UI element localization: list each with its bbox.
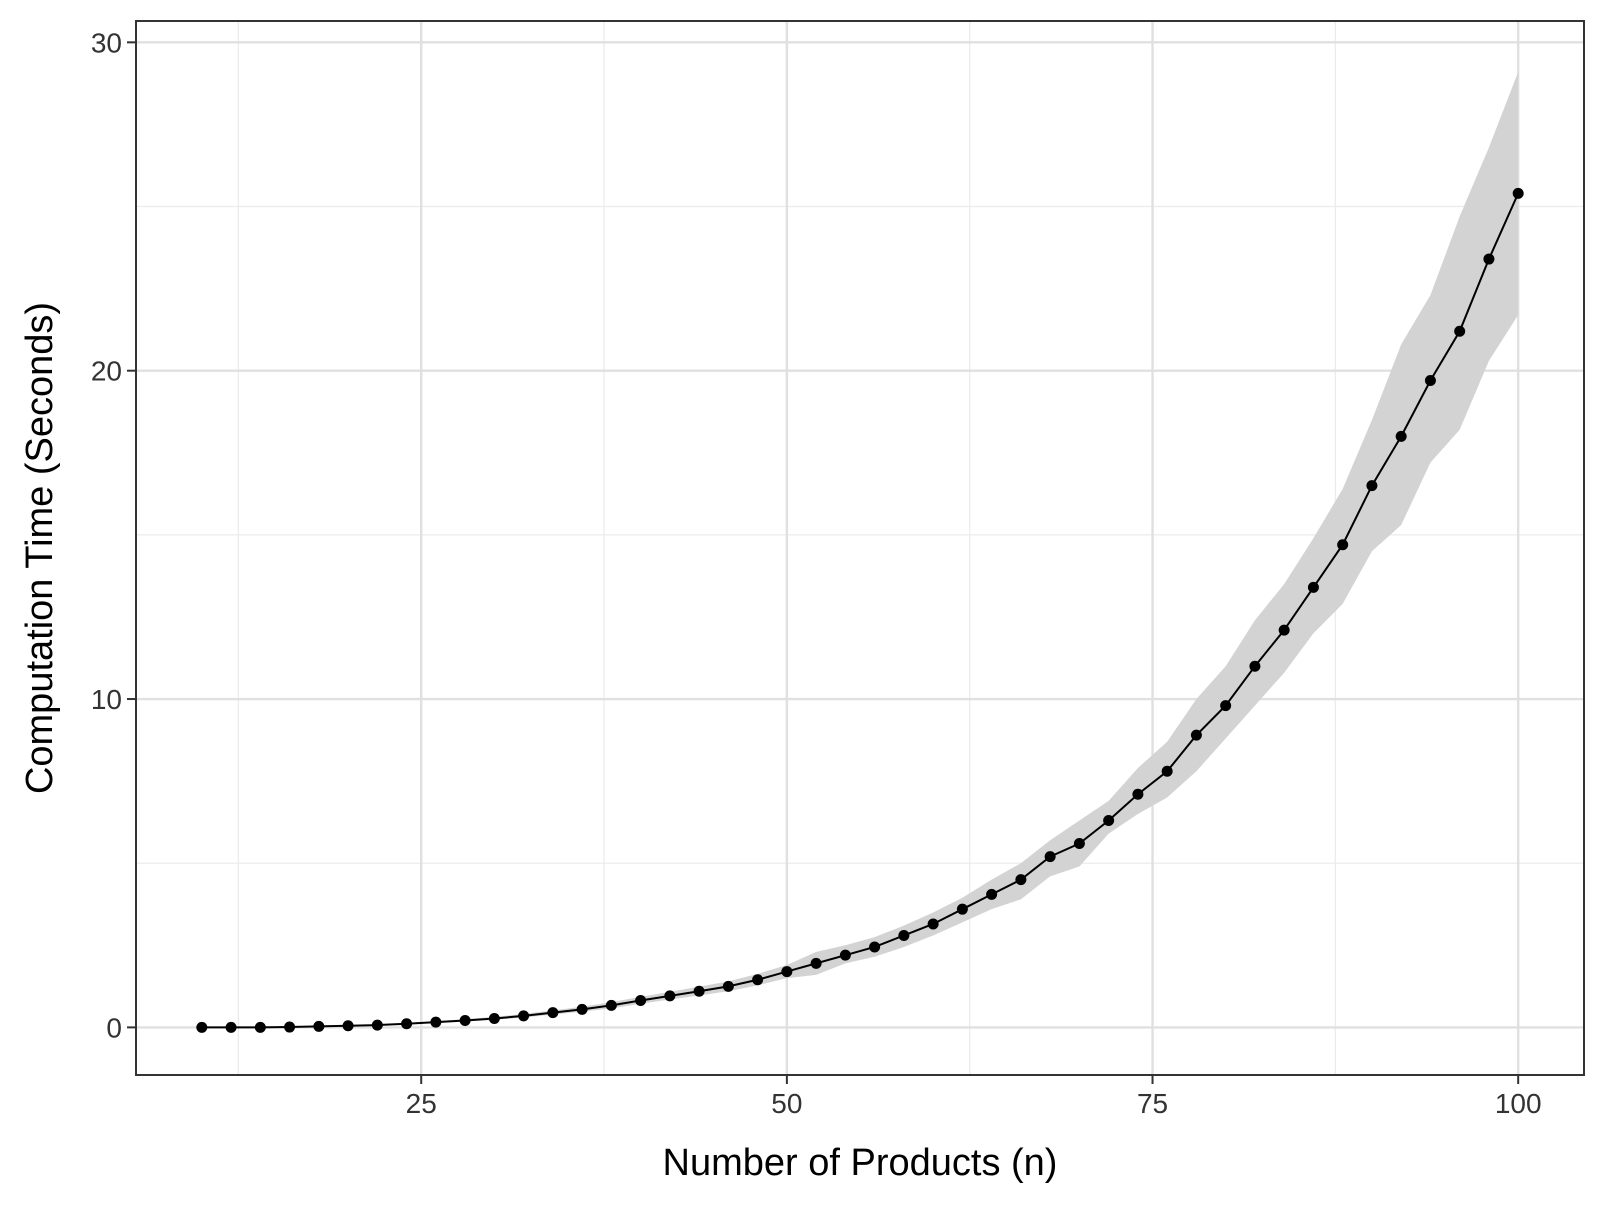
- point: [1307, 581, 1319, 593]
- x-tick-label: 100: [1495, 1088, 1542, 1119]
- point: [1132, 788, 1144, 800]
- point: [1454, 325, 1466, 337]
- point: [1512, 187, 1524, 199]
- point: [284, 1021, 296, 1033]
- point: [1424, 375, 1436, 387]
- point: [401, 1018, 413, 1030]
- point: [693, 985, 705, 997]
- y-tick-label: 20: [91, 356, 122, 387]
- point: [839, 949, 851, 961]
- point: [869, 941, 881, 953]
- point: [810, 957, 822, 969]
- point: [518, 1010, 530, 1022]
- point: [547, 1007, 559, 1019]
- point: [576, 1003, 588, 1015]
- point: [722, 980, 734, 992]
- point: [196, 1021, 208, 1033]
- x-tick-label: 25: [406, 1088, 437, 1119]
- point: [342, 1020, 354, 1032]
- point: [225, 1021, 237, 1033]
- point: [781, 966, 793, 978]
- point: [664, 990, 676, 1002]
- point: [1483, 253, 1495, 265]
- x-axis-title: Number of Products (n): [663, 1142, 1058, 1184]
- point: [956, 903, 968, 915]
- line: [201, 192, 1520, 1029]
- y-tick-label: 30: [91, 27, 122, 58]
- point: [459, 1014, 471, 1026]
- point: [254, 1021, 266, 1033]
- y-axis-title: Computation Time (Seconds): [19, 302, 61, 794]
- point: [1278, 624, 1290, 636]
- point: [1161, 765, 1173, 777]
- point: [605, 999, 617, 1011]
- point: [752, 974, 764, 986]
- point: [1073, 838, 1085, 850]
- point: [635, 994, 647, 1006]
- point: [313, 1020, 325, 1032]
- point: [1337, 539, 1349, 551]
- point: [371, 1019, 383, 1031]
- point: [1190, 729, 1202, 741]
- y-tick-label: 0: [106, 1012, 122, 1043]
- point: [986, 888, 998, 900]
- point: [1220, 700, 1232, 712]
- point: [430, 1016, 442, 1028]
- point: [1249, 660, 1261, 672]
- x-tick-label: 75: [1137, 1088, 1168, 1119]
- x-tick-label: 50: [771, 1088, 802, 1119]
- y-tick-label: 10: [91, 684, 122, 715]
- point: [488, 1013, 500, 1025]
- panel-border: [135, 20, 1585, 1076]
- point: [1395, 430, 1407, 442]
- point: [1015, 874, 1027, 886]
- point: [898, 929, 910, 941]
- confidence-band: [201, 71, 1519, 1028]
- point: [1366, 480, 1378, 492]
- point: [927, 918, 939, 930]
- point: [1044, 851, 1056, 863]
- point: [1103, 815, 1115, 827]
